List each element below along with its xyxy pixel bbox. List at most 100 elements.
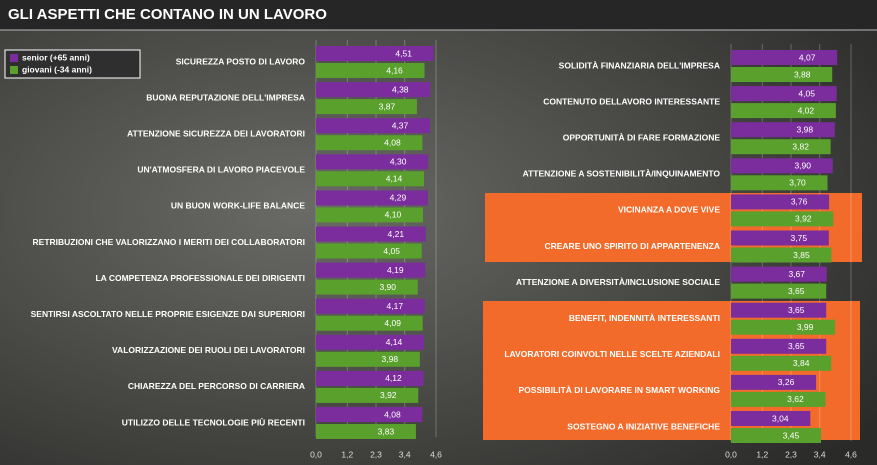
value-label: 3,65 <box>788 341 805 351</box>
value-label: 4,51 <box>395 48 412 58</box>
bar <box>731 194 830 210</box>
bar <box>731 247 832 263</box>
bar <box>731 411 811 426</box>
category-label: OPPORTUNITÀ DI FARE FORMAZIONE <box>563 132 721 142</box>
bar <box>316 262 426 278</box>
bar <box>316 370 424 386</box>
category-label: BUONA REPUTAZIONE DELL'IMPRESA <box>146 92 305 102</box>
legend-label: giovani (-34 anni) <box>22 64 92 74</box>
category-label: CONTENUTO DELLAVORO INTERESSANTE <box>543 96 720 106</box>
x-tick-label: 2,3 <box>785 449 797 459</box>
bar <box>731 428 821 443</box>
value-label: 4,09 <box>384 318 401 328</box>
category-label: BENEFIT, INDENNITÀ INTERESSANTI <box>569 313 720 323</box>
category-label: ATTENZIONE A SOSTENIBILITÀ/INQUINAMENTO <box>523 169 721 179</box>
value-label: 3,65 <box>788 305 805 315</box>
value-label: 4,10 <box>385 210 402 220</box>
category-label: LA COMPETENZA PROFESSIONALE DEI DIRIGENT… <box>95 273 305 283</box>
value-label: 4,19 <box>387 265 404 275</box>
bar <box>316 154 429 170</box>
value-label: 4,16 <box>386 65 403 75</box>
category-label: SOSTEGNO A INIZIATIVE BENEFICHE <box>567 421 720 431</box>
value-label: 3,90 <box>794 161 811 171</box>
bar <box>731 355 832 371</box>
bar <box>731 175 828 191</box>
title-bar <box>0 0 877 30</box>
value-label: 4,14 <box>386 337 403 347</box>
category-label: UN BUON WORK-LIFE BALANCE <box>171 201 305 211</box>
bar <box>731 266 827 282</box>
value-label: 3,62 <box>787 394 804 404</box>
value-label: 4,05 <box>798 88 815 98</box>
value-label: 3,70 <box>789 178 806 188</box>
value-label: 3,98 <box>797 124 814 134</box>
chart-title: GLI ASPETTI CHE CONTANO IN UN LAVORO <box>8 6 327 23</box>
category-label: LAVORATORI COINVOLTI NELLE SCELTE AZIEND… <box>504 349 720 359</box>
bar <box>731 283 827 299</box>
value-label: 3,26 <box>778 377 795 387</box>
bar <box>316 46 434 61</box>
value-label: 4,37 <box>392 120 409 130</box>
category-label: VALORIZZAZIONE DEI RUOLI DEI LAVORATORI <box>112 345 305 355</box>
category-label: POSSIBILITÀ DI LAVORARE IN SMART WORKING <box>519 385 721 395</box>
value-label: 3,92 <box>795 214 812 224</box>
bar <box>316 387 419 403</box>
bar <box>731 139 831 155</box>
x-tick-label: 0,0 <box>725 449 737 459</box>
value-label: 4,08 <box>384 137 401 147</box>
bar <box>731 374 817 390</box>
bar <box>316 226 426 242</box>
bar <box>316 351 420 367</box>
value-label: 4,38 <box>392 84 409 94</box>
bar <box>316 424 416 439</box>
bar <box>731 302 827 318</box>
value-label: 4,12 <box>385 373 402 383</box>
bar <box>316 279 418 295</box>
value-label: 4,30 <box>390 157 407 167</box>
value-label: 3,75 <box>791 233 808 243</box>
bar <box>731 230 829 246</box>
bar <box>316 99 417 115</box>
x-tick-label: 3,4 <box>399 449 411 459</box>
bar <box>731 50 838 65</box>
bar <box>731 158 833 174</box>
bar <box>731 86 837 102</box>
category-label: SICUREZZA POSTO DI LAVORO <box>176 56 306 66</box>
bar <box>316 135 423 151</box>
bar <box>731 391 826 407</box>
category-label: CREARE UNO SPIRITO DI APPARTENENZA <box>544 241 720 251</box>
category-label: ATTENZIONE A DIVERSITÀ/INCLUSIONE SOCIAL… <box>516 277 720 287</box>
category-label: ATTENZIONE SICUREZZA DEI LAVORATORI <box>127 128 305 138</box>
value-label: 3,84 <box>793 358 810 368</box>
category-label: VICINANZA A DOVE VIVE <box>618 205 720 215</box>
bar <box>731 319 836 335</box>
x-tick-label: 4,6 <box>845 449 857 459</box>
value-label: 3,83 <box>378 426 395 436</box>
category-label: UTILIZZO DELLE TECNOLOGIE PIÙ RECENTI <box>122 416 305 427</box>
value-label: 3,85 <box>793 250 810 260</box>
value-label: 4,07 <box>799 52 816 62</box>
x-tick-label: 3,4 <box>814 449 826 459</box>
value-label: 3,92 <box>380 390 397 400</box>
value-label: 4,29 <box>390 193 407 203</box>
bar <box>316 63 425 78</box>
bar <box>316 190 428 206</box>
bar <box>731 122 835 138</box>
value-label: 3,04 <box>772 413 789 423</box>
bar <box>316 118 430 134</box>
value-label: 3,87 <box>379 101 396 111</box>
bar <box>731 67 833 82</box>
legend-swatch <box>10 66 18 74</box>
bar <box>731 338 827 354</box>
x-tick-label: 1,2 <box>756 449 768 459</box>
category-label: RETRIBUZIONI CHE VALORIZZANO I MERITI DE… <box>33 237 305 247</box>
x-tick-label: 1,2 <box>341 449 353 459</box>
category-label: SENTIRSI ASCOLTATO NELLE PROPRIE ESIGENZ… <box>31 309 305 319</box>
value-label: 3,90 <box>379 282 396 292</box>
value-label: 3,82 <box>792 141 809 151</box>
category-label: CHIAREZZA DEL PERCORSO DI CARRIERA <box>128 381 305 391</box>
value-label: 4,02 <box>798 105 815 115</box>
value-label: 3,88 <box>794 69 811 79</box>
x-tick-label: 2,3 <box>370 449 382 459</box>
